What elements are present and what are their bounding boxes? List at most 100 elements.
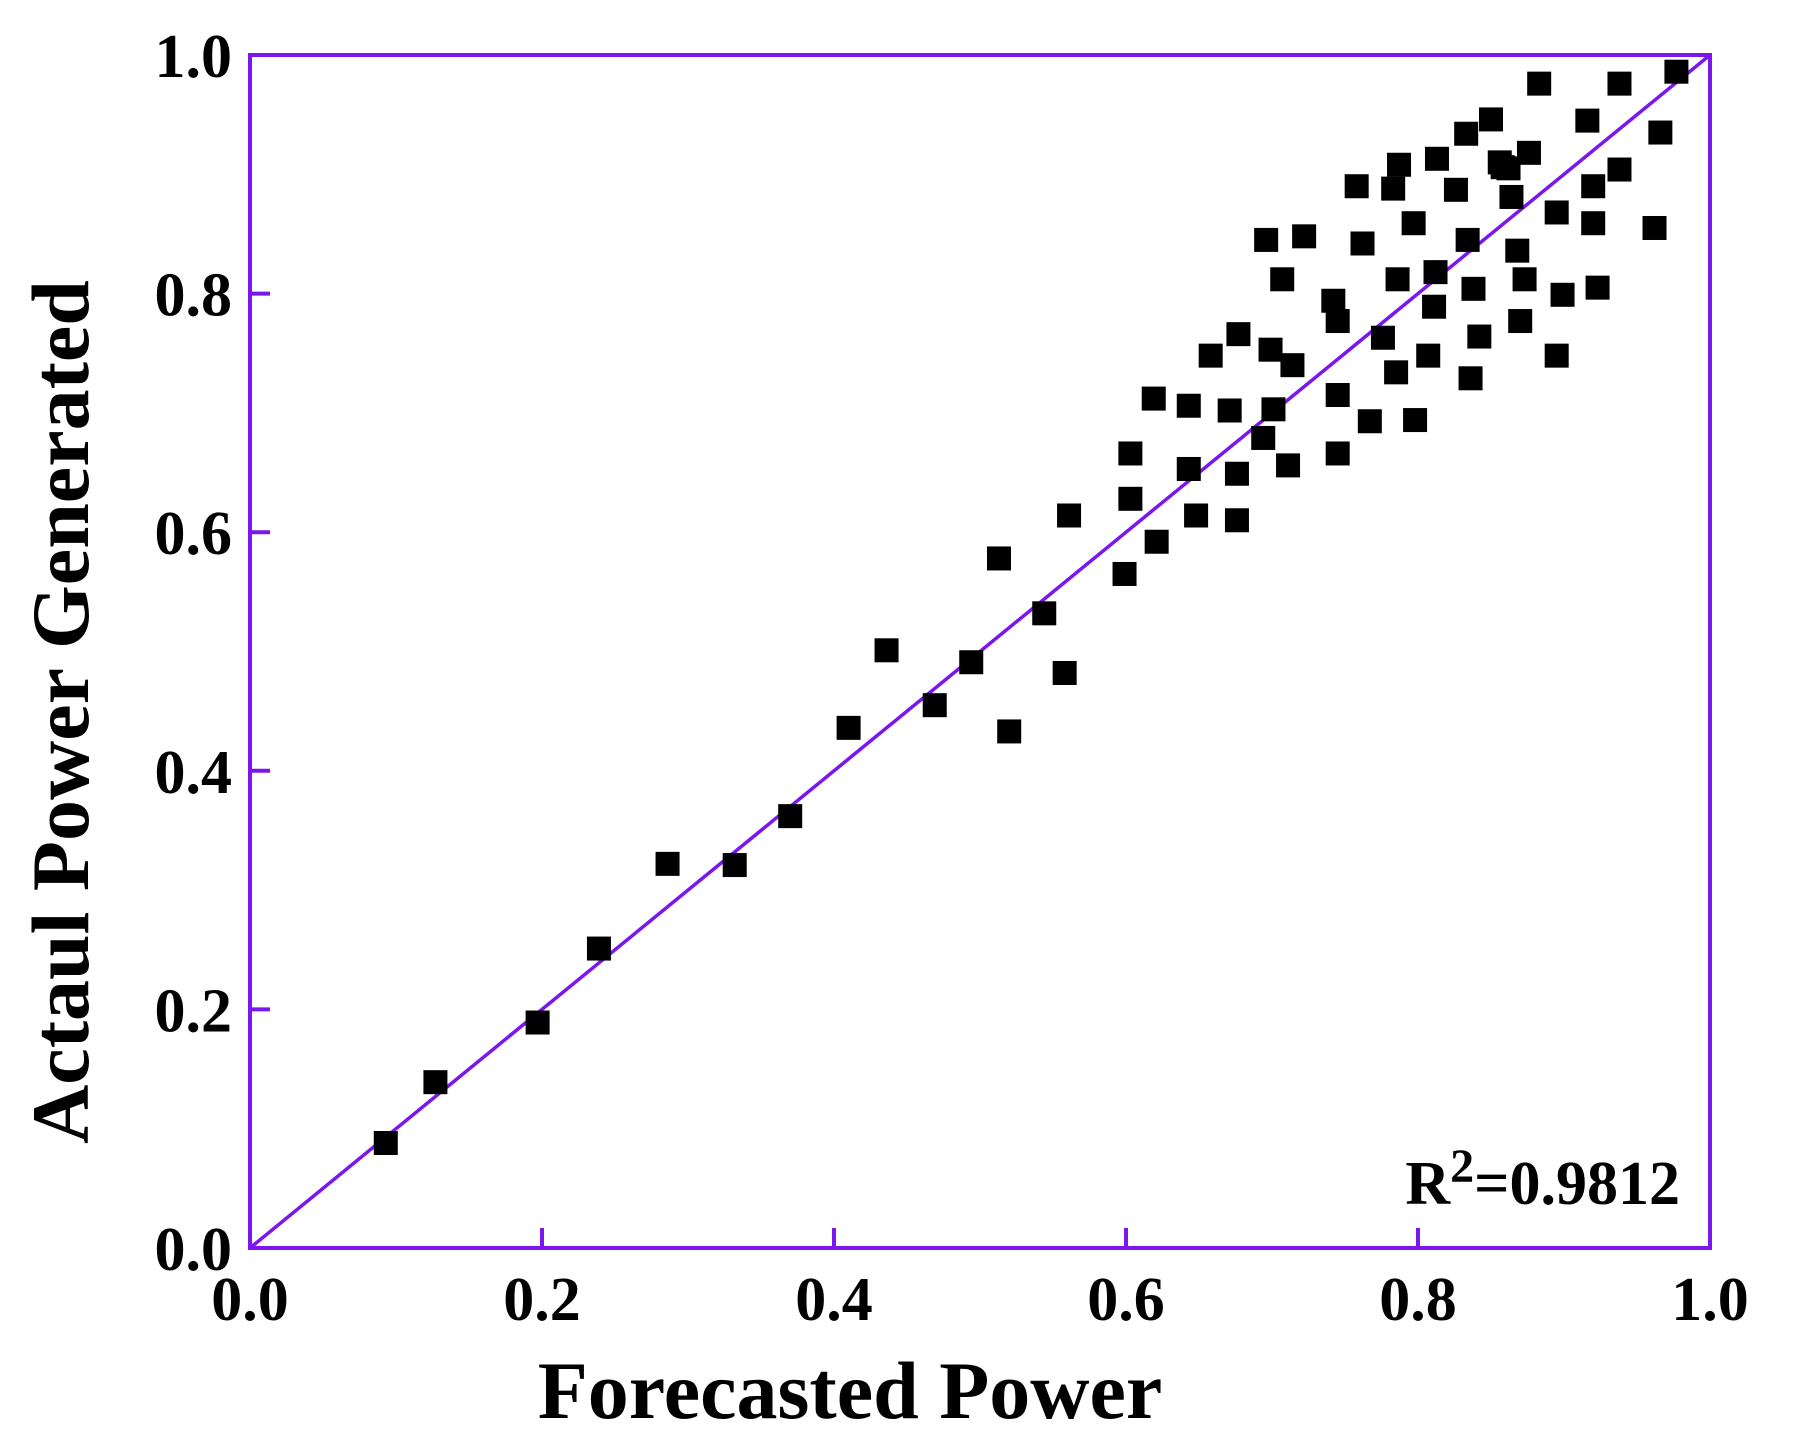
r-squared-value: =0.9812 [1474, 1150, 1680, 1218]
data-point [1057, 503, 1082, 528]
data-point [959, 650, 984, 675]
data-point [1424, 146, 1449, 171]
data-point [1325, 441, 1350, 466]
data-point [1226, 322, 1251, 347]
data-point [1607, 157, 1632, 182]
y-tick-label: 1.0 [155, 23, 233, 91]
data-point [1384, 360, 1409, 385]
r-squared-superscript: 2 [1450, 1140, 1474, 1193]
data-point [1416, 343, 1441, 368]
data-point [1261, 397, 1286, 422]
data-point [1479, 107, 1503, 132]
data-point [1350, 231, 1375, 256]
data-point [1387, 152, 1412, 177]
data-point [1664, 59, 1689, 84]
data-point [1144, 529, 1169, 554]
x-axis-title: Forecasted Power [538, 1345, 1163, 1436]
x-tick-label: 0.8 [1379, 1266, 1457, 1334]
data-point [1648, 120, 1673, 145]
data-point [1276, 453, 1301, 478]
data-point [1385, 267, 1410, 292]
plot-frame [248, 53, 1712, 1250]
r-squared-base: R [1405, 1150, 1451, 1218]
data-point [1052, 660, 1077, 685]
data-point [1505, 238, 1530, 263]
data-point [1032, 601, 1057, 626]
data-point [1224, 461, 1249, 486]
data-point [655, 851, 680, 876]
data-point [1344, 174, 1369, 199]
data-point [922, 693, 947, 718]
y-axis-title: Actaul Power Generated [15, 280, 106, 1144]
x-tick-label: 0.2 [503, 1266, 581, 1334]
data-point [1496, 156, 1521, 181]
data-points-layer [373, 59, 1689, 1156]
data-point [586, 936, 611, 961]
data-point [1325, 309, 1350, 334]
data-point [1575, 108, 1600, 133]
data-point [778, 804, 803, 829]
data-point [1455, 227, 1480, 252]
data-point [1401, 211, 1426, 236]
data-point [373, 1131, 398, 1156]
data-point [1118, 441, 1143, 466]
data-point [1217, 398, 1242, 423]
r-squared-annotation: R2=0.9812 [1405, 1140, 1680, 1218]
data-point [1454, 121, 1479, 146]
data-point [836, 715, 861, 740]
data-point [1443, 177, 1468, 202]
data-point [1198, 343, 1223, 368]
data-point [1325, 383, 1350, 408]
plot-frame-layer [248, 53, 1712, 1250]
x-tick-label: 1.0 [1671, 1266, 1749, 1334]
data-point [1403, 408, 1428, 433]
data-point [1112, 561, 1137, 586]
data-point [1581, 174, 1606, 199]
data-point [1258, 337, 1283, 362]
data-point [1321, 288, 1346, 313]
data-point [1467, 324, 1492, 349]
data-point [1251, 425, 1276, 450]
data-point [1184, 503, 1209, 528]
data-point [1585, 275, 1610, 300]
x-tick-label: 0.4 [795, 1266, 873, 1334]
data-point [874, 638, 899, 663]
data-point [1176, 393, 1201, 418]
data-point [1516, 140, 1541, 165]
x-tick-label: 0.6 [1087, 1266, 1165, 1334]
data-point [722, 853, 747, 878]
data-point [1292, 224, 1317, 249]
data-point [997, 719, 1022, 744]
data-point [986, 546, 1011, 571]
data-point [1527, 71, 1552, 96]
data-point [525, 1010, 550, 1035]
data-point [1581, 211, 1606, 236]
data-point [1642, 215, 1667, 240]
data-point [1423, 260, 1448, 285]
data-point [1550, 282, 1575, 307]
data-point [1458, 366, 1483, 391]
data-point [1280, 353, 1305, 378]
data-point [1607, 71, 1632, 96]
data-point [1461, 276, 1486, 301]
y-tick-label: 0.8 [155, 262, 233, 330]
y-tick-label: 0.6 [155, 500, 233, 568]
data-point [1370, 325, 1395, 350]
data-point [1141, 386, 1166, 411]
y-tick-label: 0.4 [155, 739, 233, 807]
data-point [1254, 227, 1279, 252]
data-point [1512, 267, 1537, 292]
ticks-layer: 0.0 0.2 0.4 0.6 0.8 1.0 0.0 0.2 0.4 0.6 0.8 1.0 [155, 23, 1749, 1334]
data-point [1381, 176, 1406, 201]
data-point [1224, 508, 1249, 533]
data-point [1422, 294, 1447, 319]
data-point [423, 1070, 448, 1095]
x-tick-label: 0.0 [211, 1266, 289, 1334]
data-point [1508, 309, 1533, 334]
data-point [1357, 409, 1382, 434]
data-point [1499, 184, 1524, 209]
y-tick-label: 0.2 [155, 977, 233, 1045]
y-tick-label: 0.0 [155, 1216, 233, 1284]
data-point [1270, 267, 1295, 292]
